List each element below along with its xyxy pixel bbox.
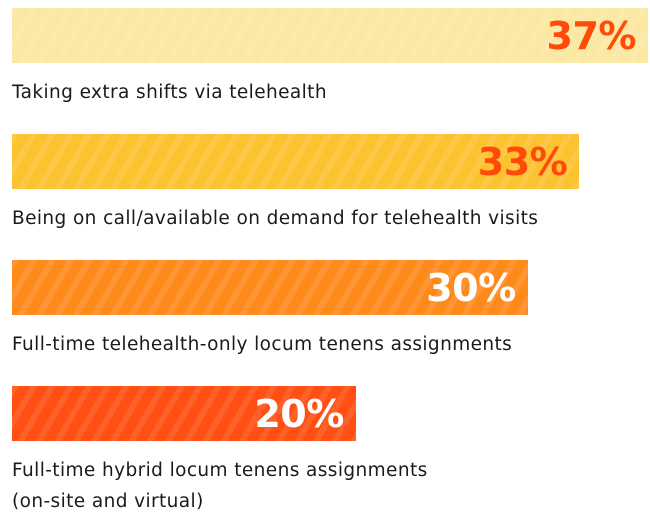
value-label: 30%	[426, 266, 516, 310]
category-label: Being on call/available on demand for te…	[12, 208, 539, 229]
category-label: Taking extra shifts via telehealth	[12, 82, 327, 103]
category-label: Full-time telehealth-only locum tenens a…	[12, 334, 513, 355]
bar	[12, 260, 528, 315]
category-label: Full-time hybrid locum tenens assignment…	[12, 460, 428, 512]
value-label: 33%	[477, 140, 568, 184]
bar	[12, 134, 580, 189]
value-label: 37%	[546, 14, 637, 58]
value-label: 20%	[254, 392, 344, 436]
bar	[12, 386, 356, 441]
bar	[12, 8, 648, 63]
